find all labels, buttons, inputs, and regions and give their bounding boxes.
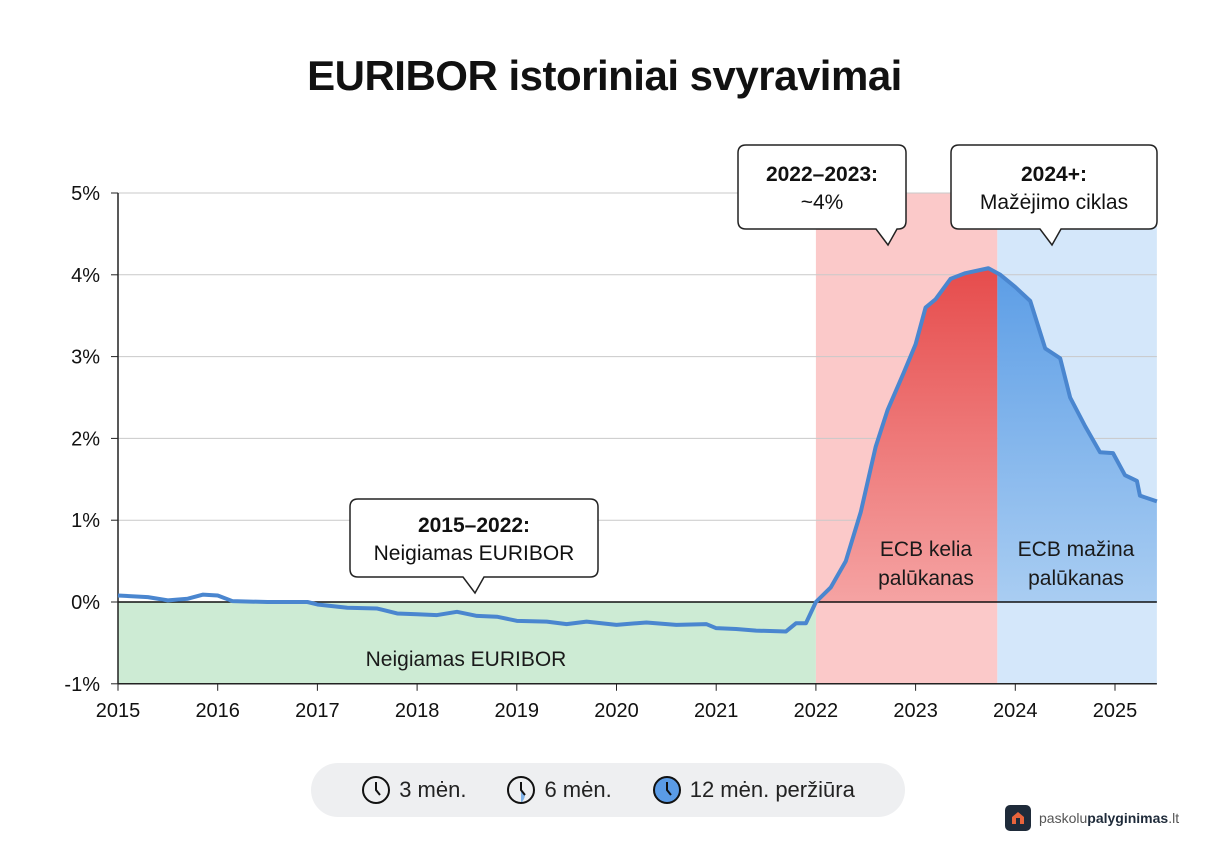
legend: 3 mėn. 6 mėn. 12 mėn. peržiūra	[311, 763, 905, 817]
y-tick-label: 5%	[71, 183, 100, 205]
legend-item-3m[interactable]: 3 mėn.	[361, 775, 466, 805]
brand-prefix: paskolu	[1039, 810, 1088, 826]
annotation-title: 2024+:	[1021, 163, 1087, 186]
legend-item-12m[interactable]: 12 mėn. peržiūra	[652, 775, 855, 805]
chart-title: EURIBOR istoriniai svyravimai	[307, 52, 902, 99]
y-tick-label: -1%	[64, 674, 100, 696]
x-tick-label: 2023	[893, 700, 938, 722]
legend-label: 12 mėn. peržiūra	[689, 777, 855, 802]
brand-bold: palyginimas	[1087, 810, 1169, 826]
x-tick-label: 2020	[594, 700, 639, 722]
annotation-callout	[737, 144, 907, 247]
region-label: palūkanas	[878, 567, 974, 590]
annotation-text: Neigiamas EURIBOR	[374, 542, 575, 565]
brand-logo: paskolupalyginimas.lt	[1005, 805, 1179, 831]
y-tick-label: 2%	[71, 428, 100, 450]
clock-outline-icon	[362, 776, 391, 804]
x-tick-label: 2016	[195, 700, 240, 722]
annotation-callout	[950, 144, 1158, 247]
legend-label: 3 mėn.	[399, 777, 467, 802]
annotation-callout	[349, 498, 599, 595]
brand-suffix: .lt	[1168, 810, 1180, 826]
legend-label: 6 mėn.	[544, 777, 612, 802]
y-tick-label: 0%	[71, 592, 100, 614]
annotation-title: 2015–2022:	[418, 514, 530, 537]
x-tick-label: 2015	[96, 700, 141, 722]
x-tick-label: 2025	[1093, 700, 1138, 722]
region-label: palūkanas	[1028, 567, 1124, 590]
y-tick-label: 1%	[71, 510, 100, 532]
clock-half-filled-icon	[507, 776, 536, 804]
y-tick-label: 4%	[71, 265, 100, 287]
region-label: Neigiamas EURIBOR	[366, 648, 567, 671]
annotation-text: Mažėjimo ciklas	[980, 191, 1128, 214]
x-tick-label: 2017	[295, 700, 340, 722]
region-label: ECB kelia	[880, 538, 973, 561]
euribor-line	[117, 266, 1158, 634]
x-tick-label: 2019	[495, 700, 540, 722]
house-icon	[1005, 805, 1031, 831]
y-tick-label: 3%	[71, 347, 100, 369]
annotation-text: ~4%	[801, 191, 844, 214]
area-fill-2	[997, 273, 1157, 602]
x-tick-label: 2022	[794, 700, 839, 722]
clock-filled-icon	[652, 776, 681, 804]
annotation-title: 2022–2023:	[766, 163, 878, 186]
region-label: ECB mažina	[1018, 538, 1135, 561]
x-tick-label: 2018	[395, 700, 440, 722]
x-tick-label: 2024	[993, 700, 1038, 722]
x-tick-label: 2021	[694, 700, 739, 722]
legend-item-6m[interactable]: 6 mėn.	[506, 775, 612, 805]
area-fill-1	[815, 268, 998, 602]
